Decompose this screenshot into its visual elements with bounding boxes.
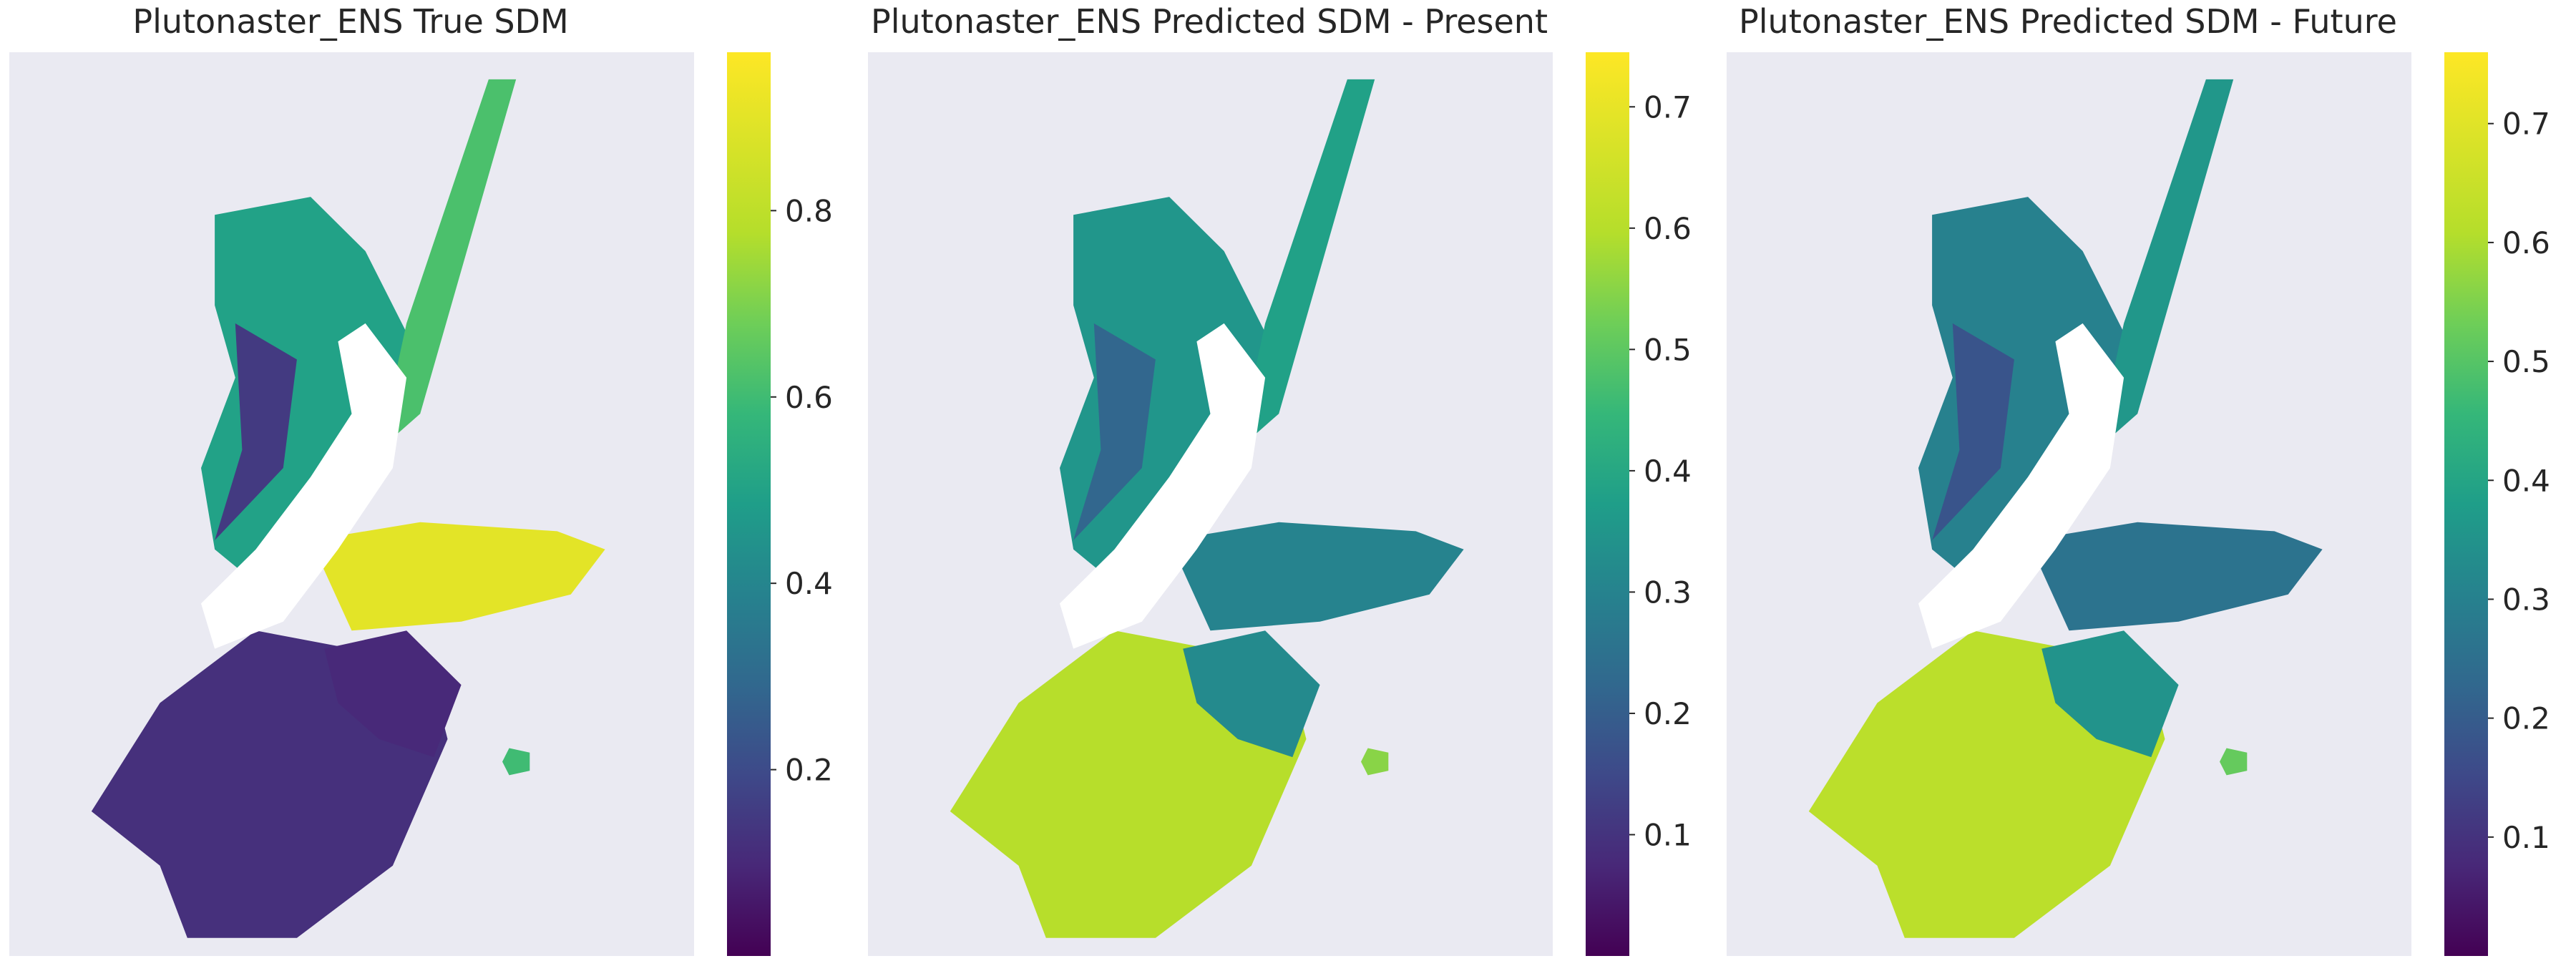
colorbar-tick-label: 0.5 <box>2502 344 2550 379</box>
colorbar-tick-label: 0.6 <box>785 380 833 415</box>
colorbar-tick-label: 0.2 <box>1644 696 1692 731</box>
panel-2: Plutonaster_ENS Predicted SDM - Present 0… <box>868 2 1692 956</box>
panel-title: Plutonaster_ENS Predicted SDM - Future <box>1739 2 2397 41</box>
colorbar-tick-label: 0.2 <box>785 753 833 788</box>
colorbar <box>727 52 771 956</box>
colorbar-tick-label: 0.4 <box>2502 463 2550 498</box>
region-chatham-rise <box>2028 522 2323 631</box>
colorbar-tick-label: 0.6 <box>1644 211 1692 246</box>
colorbar-tick-label: 0.6 <box>2502 225 2550 260</box>
region-south-east-lobe <box>324 630 462 758</box>
colorbar-tick-label: 0.7 <box>2502 107 2550 142</box>
colorbar-tick-label: 0.3 <box>2502 582 2550 617</box>
region-chatham-rise <box>1169 522 1464 631</box>
region-north-channel <box>2096 79 2234 450</box>
colorbar-tick-label: 0.1 <box>1644 817 1692 852</box>
colorbar-tick-label: 0.4 <box>1644 454 1692 489</box>
region-west-shelf <box>1932 323 2014 540</box>
region-island-patch <box>2220 748 2248 776</box>
region-south-east-lobe <box>2041 630 2179 758</box>
colorbar-tick-label: 0.4 <box>785 566 833 601</box>
land-mask <box>1918 323 2124 649</box>
colorbar-tick-label: 0.5 <box>1644 332 1692 367</box>
region-west-shelf <box>1073 323 1156 540</box>
region-north-channel <box>1237 79 1375 450</box>
colorbar-tick-label: 0.1 <box>2502 820 2550 855</box>
colorbar <box>2444 52 2488 956</box>
panel-3: Plutonaster_ENS Predicted SDM - Future 0.… <box>1727 2 2550 956</box>
colorbar <box>1586 52 1629 956</box>
panel-title: Plutonaster_ENS Predicted SDM - Present <box>871 2 1548 41</box>
colorbar-tick-label: 0.2 <box>2502 701 2550 736</box>
region-island-patch <box>1361 748 1389 776</box>
region-south-east-lobe <box>1183 630 1320 758</box>
land-mask <box>1060 323 1266 649</box>
region-north-channel <box>379 79 517 450</box>
land-mask <box>201 323 407 649</box>
colorbar-tick-label: 0.7 <box>1644 89 1692 125</box>
region-west-shelf <box>215 323 297 540</box>
panel-1: Plutonaster_ENS True SDM 0.2 0.4 0.6 0.8 <box>9 2 833 956</box>
panel-title: Plutonaster_ENS True SDM <box>132 2 568 41</box>
colorbar-tick-label: 0.8 <box>785 193 833 228</box>
colorbar-tick-label: 0.3 <box>1644 575 1692 610</box>
region-chatham-rise <box>311 522 605 631</box>
region-island-patch <box>502 748 530 776</box>
